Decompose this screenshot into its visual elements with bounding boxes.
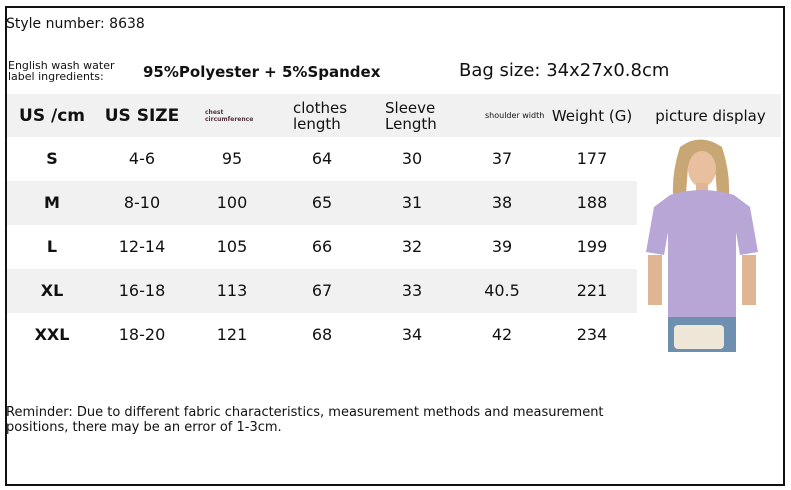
length: 68 (311, 325, 333, 344)
shoulder: 38 (491, 193, 513, 212)
shoulder: 42 (491, 325, 513, 344)
size-label: XXL (34, 325, 70, 344)
product-photo (640, 137, 767, 352)
sleeve: 32 (401, 237, 423, 256)
table-row: S 4-6 95 64 30 37 177 (7, 137, 637, 181)
sleeve: 31 (401, 193, 423, 212)
header-us-cm: US /cm (19, 105, 85, 126)
style-number: Style number: 8638 (6, 16, 145, 32)
material: 95%Polyester + 5%Spandex (143, 63, 381, 81)
us-size: 4-6 (128, 149, 156, 168)
size-label: XL (40, 281, 64, 300)
length: 66 (311, 237, 333, 256)
header-sleeve-length: Sleeve Length (385, 98, 437, 133)
sleeve: 34 (401, 325, 423, 344)
us-size: 12-14 (118, 237, 166, 256)
chest: 113 (216, 281, 248, 300)
shoulder: 40.5 (484, 281, 520, 300)
size-label: S (46, 149, 58, 168)
shoulder: 37 (491, 149, 513, 168)
sleeve: 30 (401, 149, 423, 168)
header-chest: chest circumference (205, 108, 254, 123)
header-us-size: US SIZE (104, 105, 180, 126)
reminder-text: Reminder: Due to different fabric charac… (6, 405, 604, 435)
sleeve: 33 (401, 281, 423, 300)
us-size: 18-20 (118, 325, 166, 344)
chest: 95 (221, 149, 243, 168)
us-size: 16-18 (118, 281, 166, 300)
us-size: 8-10 (123, 193, 161, 212)
weight: 199 (576, 237, 608, 256)
weight: 177 (576, 149, 608, 168)
wash-label: English wash water label ingredients: (8, 59, 115, 83)
length: 65 (311, 193, 333, 212)
table-row: XL 16-18 113 67 33 40.5 221 (7, 269, 637, 313)
header-clothes-length: clothes length (293, 98, 348, 133)
table-header: US /cm US SIZE chest circumference cloth… (7, 94, 781, 137)
table-row: M 8-10 100 65 31 38 188 (7, 181, 637, 225)
chest: 100 (216, 193, 248, 212)
table-row: XXL 18-20 121 68 34 42 234 (7, 313, 637, 357)
chest: 105 (216, 237, 248, 256)
header-picture: picture display (655, 106, 766, 125)
bag-size: Bag size: 34x27x0.8cm (459, 60, 670, 81)
header-weight: Weight (G) (551, 106, 633, 125)
weight: 188 (576, 193, 608, 212)
weight: 221 (576, 281, 608, 300)
chest: 121 (216, 325, 248, 344)
size-label: L (46, 237, 58, 256)
size-label: M (44, 193, 60, 212)
shoulder: 39 (491, 237, 513, 256)
weight: 234 (576, 325, 608, 344)
header-shoulder-width: shoulder width (485, 111, 545, 120)
document-border (5, 6, 785, 486)
length: 64 (311, 149, 333, 168)
length: 67 (311, 281, 333, 300)
table-row: L 12-14 105 66 32 39 199 (7, 225, 637, 269)
